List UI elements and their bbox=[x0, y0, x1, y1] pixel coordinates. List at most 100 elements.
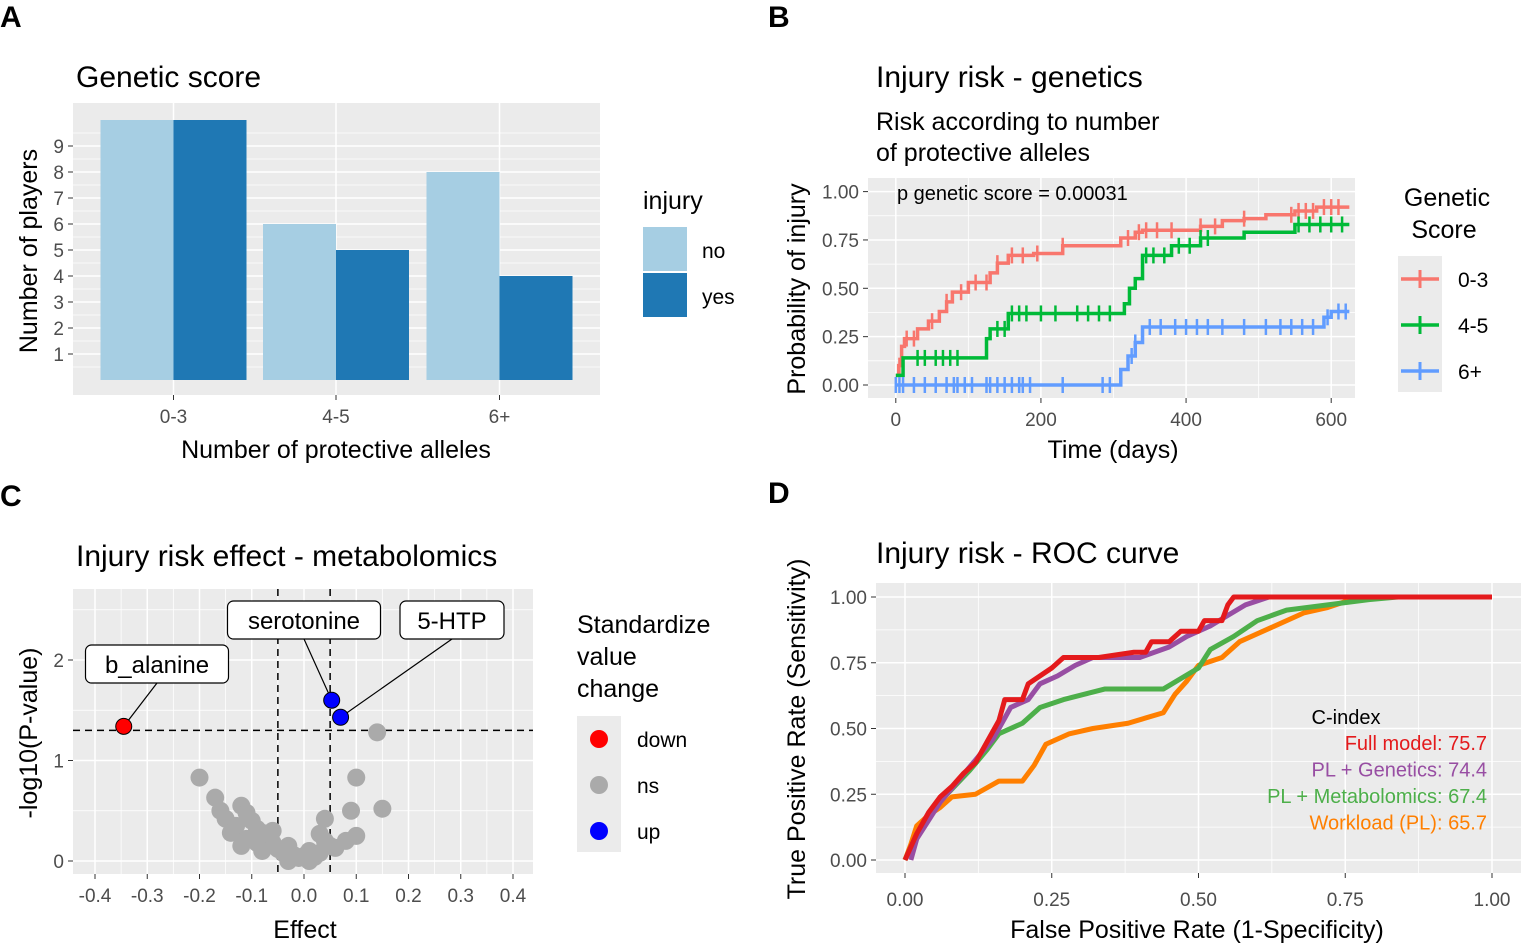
panel-b-xtick-label: 600 bbox=[1315, 410, 1347, 431]
panel-a-tag: A bbox=[0, 1, 22, 34]
bar-yes-6+ bbox=[499, 276, 573, 380]
panel-d-xtick-label: 1.00 bbox=[1474, 890, 1511, 911]
volcano-point-ns bbox=[300, 852, 319, 870]
volcano-point-ns bbox=[342, 801, 361, 820]
panel-c-plot-area: b_alanine serotonine 5-HTP 0 1 2 -0.4 -0.3 -0.2-… bbox=[53, 589, 533, 907]
volcano-label-leader-b_alanine bbox=[123, 682, 158, 727]
panel-b-subtitle-line2: of protective alleles bbox=[876, 139, 1090, 167]
panel-c-xtick-label: -0.4 bbox=[79, 886, 112, 907]
panel-d-tag: D bbox=[768, 477, 790, 510]
panel-c-ytick-label: 0 bbox=[53, 852, 64, 873]
panel-a-ytick-label: 6 bbox=[53, 215, 64, 236]
bar-no-6+ bbox=[426, 172, 500, 380]
panel-c-legend-title-line2: value bbox=[577, 643, 637, 671]
panel-c-tag: C bbox=[0, 480, 22, 513]
volcano-label-leader-serotonine bbox=[303, 638, 333, 701]
roc-legend-entry-2: PL + Metabolomics: 67.4 bbox=[1267, 786, 1487, 808]
legend-label-yes: yes bbox=[702, 286, 735, 309]
panel-d-ytick-label: 0.75 bbox=[830, 654, 867, 675]
panel-b-tag: B bbox=[768, 1, 790, 34]
volcano-point-up-serotonine bbox=[323, 691, 341, 709]
volcano-label-box-5-HTP bbox=[399, 600, 505, 640]
panel-d-xtick-label: 0.50 bbox=[1180, 890, 1217, 911]
legend-label-4-5: 4-5 bbox=[1458, 315, 1488, 338]
panel-c-legend-title-line3: change bbox=[577, 675, 659, 703]
panel-b-xtick-label: 400 bbox=[1170, 410, 1202, 431]
volcano-point-ns bbox=[347, 826, 366, 845]
panel-c-ytick-label: 2 bbox=[53, 651, 64, 672]
panel-a-ytick-label: 3 bbox=[53, 293, 64, 314]
panel-d-xtick-label: 0.25 bbox=[1033, 890, 1070, 911]
bar-no-4-5 bbox=[263, 224, 336, 380]
panel-a-ytick-label: 2 bbox=[53, 319, 64, 340]
panel-c-legend: Standardize value change down ns up bbox=[577, 611, 710, 852]
panel-c-ylabel: -log10(P-value) bbox=[15, 648, 43, 819]
legend-label-down: down bbox=[637, 729, 687, 752]
bar-yes-4-5 bbox=[336, 250, 409, 380]
legend-key-no bbox=[643, 227, 687, 271]
volcano-label-leader-5-HTP bbox=[340, 638, 453, 718]
panel-c-xtick-label: 0.3 bbox=[448, 886, 474, 907]
panel-d-ylabel: True Positive Rate (Sensitivity) bbox=[783, 559, 811, 900]
panel-d-xtick-label: 0.00 bbox=[887, 890, 924, 911]
panel-b-xtick-label: 0 bbox=[891, 410, 902, 431]
panel-d-ytick-label: 0.50 bbox=[830, 720, 867, 741]
panel-d-title: Injury risk - ROC curve bbox=[876, 537, 1179, 570]
panel-c-xlabel: Effect bbox=[273, 916, 337, 944]
panel-a-legend: injury no yes bbox=[643, 187, 735, 317]
panel-c-xtick-label: -0.3 bbox=[131, 886, 164, 907]
volcano-point-ns bbox=[373, 799, 392, 818]
volcano-point-ns bbox=[279, 852, 298, 870]
panel-b-ytick-label: 0.25 bbox=[822, 328, 859, 349]
volcano-label-box-serotonine bbox=[226, 600, 382, 640]
panel-a-ytick-label: 5 bbox=[53, 241, 64, 262]
panel-b-xtick-label: 200 bbox=[1025, 410, 1057, 431]
volcano-point-ns bbox=[263, 821, 282, 840]
legend-key-down bbox=[590, 730, 608, 748]
panel-a-xlabel: Number of protective alleles bbox=[181, 436, 491, 464]
roc-legend-entry-0: Full model: 75.7 bbox=[1345, 733, 1487, 755]
volcano-label-b_alanine: b_alanine bbox=[105, 652, 209, 679]
volcano-point-ns bbox=[221, 823, 240, 842]
panel-b-title: Injury risk - genetics bbox=[876, 61, 1143, 94]
legend-label-no: no bbox=[702, 240, 725, 263]
panel-c-xtick-label: 0.0 bbox=[291, 886, 317, 907]
panel-a-ytick-label: 7 bbox=[53, 189, 64, 210]
panel-b-subtitle-line1: Risk according to number bbox=[876, 108, 1159, 136]
volcano-point-down-b_alanine bbox=[115, 717, 133, 735]
panel-c-xtick-label: 0.4 bbox=[500, 886, 527, 907]
bar-no-0-3 bbox=[100, 120, 174, 380]
roc-legend-entry-1: PL + Genetics: 74.4 bbox=[1312, 760, 1487, 782]
legend-key-ns bbox=[590, 776, 608, 794]
panel-b-ytick-label: 0.75 bbox=[822, 231, 859, 252]
panel-c-xtick-label: 0.2 bbox=[395, 886, 421, 907]
panel-a-xtick-label: 4-5 bbox=[322, 407, 349, 428]
panel-b-ytick-label: 0.00 bbox=[822, 376, 859, 397]
km-curve-4-5 bbox=[895, 222, 1350, 378]
panel-a-title: Genetic score bbox=[76, 61, 261, 94]
km-curve-6+ bbox=[895, 309, 1350, 387]
panel-b-legend: Genetic Score 0-3 4-5 6+ bbox=[1398, 184, 1490, 392]
panel-b-ylabel: Probability of injury bbox=[783, 183, 811, 395]
panel-b-ytick-label: 1.00 bbox=[822, 183, 859, 204]
volcano-point-ns bbox=[310, 824, 329, 843]
panel-b-legend-title-line2: Score bbox=[1411, 216, 1476, 244]
panel-b-xlabel: Time (days) bbox=[1047, 436, 1178, 464]
panel-a-plot-area: 1 2 3 4 5 6 7 8 9 0-3 4-5 6+ bbox=[53, 103, 600, 428]
volcano-label-box-b_alanine bbox=[84, 644, 230, 684]
volcano-point-ns bbox=[232, 836, 251, 855]
panel-c-title: Injury risk effect - metabolomics bbox=[76, 540, 497, 573]
panel-d-ytick-label: 0.25 bbox=[830, 785, 867, 806]
roc-curve-3 bbox=[902, 594, 1492, 861]
volcano-point-ns bbox=[368, 723, 387, 742]
volcano-point-ns bbox=[347, 768, 366, 787]
volcano-point-up-5-HTP bbox=[332, 708, 350, 726]
panel-c-xtick-label: -0.1 bbox=[235, 886, 268, 907]
panel-d-xlabel: False Positive Rate (1-Specificity) bbox=[1010, 916, 1384, 944]
panel-b-annotation: p genetic score = 0.00031 bbox=[897, 183, 1128, 205]
panel-c-xtick-label: -0.2 bbox=[183, 886, 216, 907]
panel-c-ytick-label: 1 bbox=[53, 752, 64, 773]
panel-d-plot-area: C-index Full model: 75.7 PL + Genetics: 74… bbox=[830, 583, 1521, 911]
panel-d-xtick-label: 0.75 bbox=[1327, 890, 1364, 911]
